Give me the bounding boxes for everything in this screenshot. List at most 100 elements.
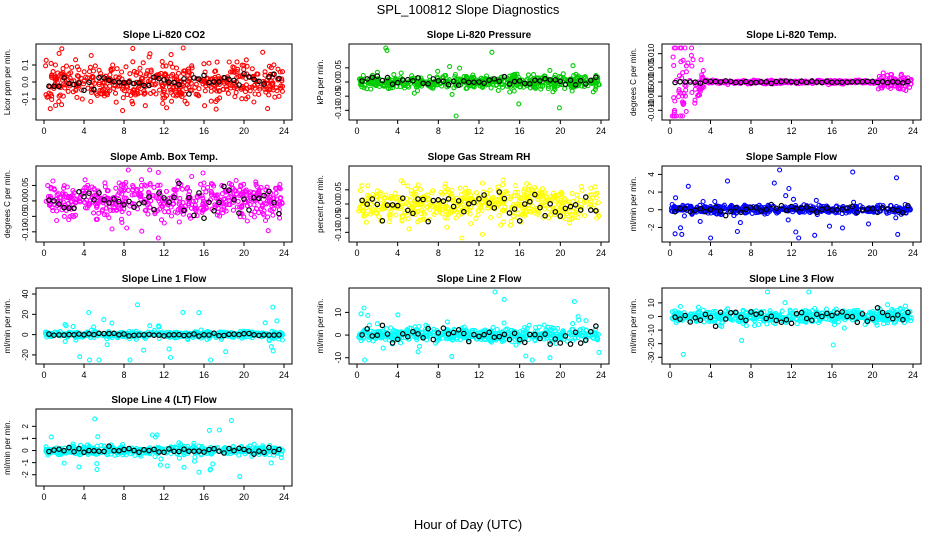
data-point: [113, 185, 119, 191]
data-point: [376, 83, 383, 90]
data-point: [153, 81, 159, 87]
page-title: SPL_100812 Slope Diagnostics: [376, 2, 560, 17]
data-point: [255, 71, 261, 77]
data-point: [241, 214, 247, 220]
data-point: [226, 59, 232, 65]
data-point: [201, 61, 207, 67]
hourly-point: [532, 77, 538, 84]
data-point: [146, 54, 152, 60]
data-point: [208, 192, 215, 198]
data-point: [103, 91, 109, 97]
data-point: [200, 170, 206, 176]
panel-title: Slope Li-820 Pressure: [427, 30, 532, 41]
data-point: [257, 86, 263, 92]
data-points: [669, 45, 914, 119]
data-point: [415, 219, 421, 225]
hourly-point: [266, 188, 272, 195]
data-point: [69, 64, 75, 71]
hourly-point: [410, 78, 416, 84]
hourly-point: [106, 200, 112, 206]
data-point: [158, 217, 165, 223]
data-point: [501, 296, 507, 302]
data-point: [237, 193, 243, 199]
data-point: [529, 77, 535, 83]
data-point: [452, 71, 458, 78]
data-point: [513, 342, 519, 348]
hourly-point: [76, 189, 82, 195]
data-point: [106, 215, 112, 221]
hourly-point: [226, 187, 232, 194]
data-point: [490, 324, 496, 330]
data-point: [263, 201, 270, 207]
data-point: [61, 213, 67, 219]
data-point: [127, 357, 133, 363]
data-point: [112, 90, 119, 96]
hourly-point: [506, 81, 513, 87]
data-point: [52, 62, 58, 68]
y-axis-label: ml/min per min.: [3, 299, 12, 354]
data-point: [682, 93, 688, 99]
data-point: [133, 72, 139, 78]
data-point: [387, 78, 393, 84]
x-tick-label: 12: [474, 370, 484, 380]
data-point: [690, 57, 696, 63]
y-tick-label: -0.005: [647, 84, 656, 107]
data-point: [680, 113, 686, 119]
hourly-point: [687, 79, 694, 85]
data-point: [248, 211, 254, 218]
data-point: [212, 68, 218, 74]
data-point: [269, 82, 276, 88]
data-point: [99, 208, 105, 214]
hourly-point: [141, 199, 147, 206]
data-point: [146, 72, 152, 79]
data-point: [47, 106, 53, 112]
hourly-point: [231, 77, 237, 84]
data-point: [411, 90, 417, 96]
y-axis-label: kPa per min.: [316, 60, 325, 105]
data-point: [444, 215, 450, 221]
data-point: [130, 184, 136, 190]
hourly-point: [71, 205, 77, 211]
data-point: [251, 214, 257, 220]
hourly-point: [246, 74, 252, 80]
data-point: [110, 62, 116, 68]
data-point: [157, 87, 163, 93]
data-point: [206, 60, 212, 66]
data-point: [573, 71, 579, 77]
x-tick-label: 16: [515, 248, 525, 258]
data-point: [581, 213, 588, 219]
x-tick-label: 12: [159, 248, 169, 258]
data-point: [677, 45, 683, 51]
data-point: [107, 72, 113, 78]
data-point: [574, 192, 580, 198]
x-tick-label: 0: [354, 126, 359, 136]
data-point: [185, 185, 191, 191]
data-point: [232, 94, 238, 100]
data-point: [138, 182, 145, 188]
data-point: [211, 82, 217, 88]
data-point: [179, 186, 185, 192]
hourly-point: [707, 78, 714, 85]
data-point: [96, 210, 102, 216]
hourly-point: [46, 197, 52, 203]
y-axis-label: ml/min per min.: [629, 299, 638, 354]
hourly-point: [51, 83, 57, 90]
data-point: [94, 216, 100, 222]
data-point: [501, 320, 507, 326]
hourly-point: [905, 78, 911, 85]
x-tick-label: 16: [199, 126, 209, 136]
hourly-point: [101, 75, 107, 81]
x-tick-label: 12: [474, 248, 484, 258]
data-point: [498, 222, 504, 228]
y-tick-label: -20: [21, 349, 30, 361]
hourly-point: [460, 78, 467, 84]
hourly-point: [181, 207, 187, 214]
hourly-point: [201, 72, 207, 79]
hourly-point: [116, 198, 122, 205]
hourly-point: [743, 78, 749, 85]
data-point: [231, 64, 237, 71]
data-point: [86, 201, 92, 207]
data-point: [575, 215, 581, 221]
data-point: [417, 186, 423, 192]
